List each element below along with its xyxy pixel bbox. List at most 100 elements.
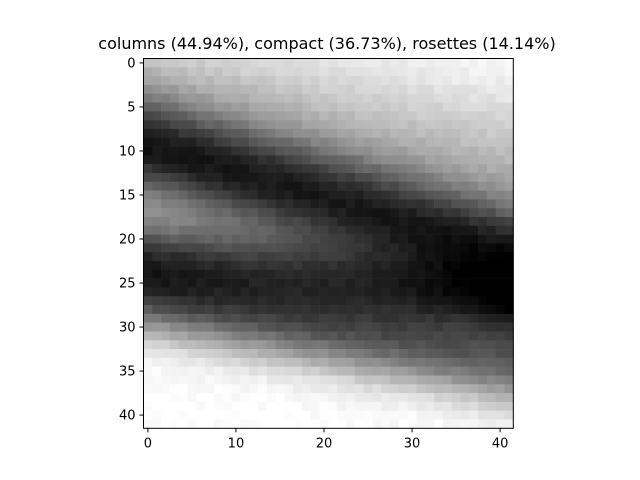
heatmap-cell [169,410,180,420]
heatmap-cell [161,357,171,367]
heatmap-cell [169,305,180,315]
heatmap-cell [495,208,505,218]
heatmap-cell [363,76,373,86]
heatmap-cell [434,199,444,209]
heatmap-cell [231,58,241,68]
heatmap-cell [249,366,259,376]
heatmap-cell [486,340,496,350]
heatmap-cell [486,84,496,95]
heatmap-cell [425,102,435,112]
heatmap-cell [196,384,206,394]
heatmap-cell [346,164,356,174]
heatmap-cell [161,287,171,297]
heatmap-cell [205,269,215,279]
heatmap-cell [205,261,215,271]
heatmap-cell [363,137,373,147]
heatmap-cell [310,234,320,244]
heatmap-cell [284,401,294,411]
heatmap-cell [328,128,338,139]
heatmap-cell [178,349,188,359]
heatmap-cell [301,111,312,121]
heatmap-cell [425,393,435,403]
heatmap-cell [196,155,206,165]
heatmap-cell [504,120,514,130]
heatmap-cell [152,410,162,420]
heatmap-cell [284,419,294,429]
heatmap-cell [222,331,232,341]
heatmap-cell [425,313,435,323]
heatmap-cell [284,305,294,315]
heatmap-cell [222,313,232,323]
heatmap-cell [495,155,505,165]
heatmap-cell [275,234,285,244]
heatmap-cell [301,366,312,376]
heatmap-cell [284,208,294,218]
heatmap-cell [319,225,329,235]
heatmap-cell [284,384,294,394]
heatmap-cell [196,401,206,411]
heatmap-cell [161,128,171,139]
heatmap-cell [275,331,285,341]
heatmap-cell [390,410,400,420]
heatmap-cell [169,331,180,341]
heatmap-cell [434,208,444,218]
heatmap-cell [372,111,382,121]
heatmap-cell [275,58,285,68]
heatmap-cell [240,252,250,262]
heatmap-cell [390,340,400,350]
heatmap-cell [240,155,250,165]
heatmap-cell [205,322,215,332]
heatmap-cell [398,261,408,271]
heatmap-cell [372,393,382,403]
heatmap-cell [240,164,250,174]
heatmap-cell [354,410,364,420]
heatmap-cell [196,261,206,271]
heatmap-cell [469,375,479,385]
heatmap-cell [398,296,408,306]
heatmap-cell [363,146,373,156]
heatmap-cell [363,58,373,68]
heatmap-cell [249,146,259,156]
heatmap-cell [381,313,391,323]
heatmap-cell [169,243,180,253]
heatmap-cell [222,84,232,95]
heatmap-cell [187,357,197,367]
heatmap-cell [213,111,224,121]
heatmap-cell [504,278,514,288]
heatmap-cell [486,401,496,411]
heatmap-cell [328,190,338,200]
heatmap-cell [478,137,488,147]
heatmap-cell [169,146,180,156]
heatmap-cell [301,172,312,183]
heatmap-cell [187,384,197,394]
heatmap-cell [460,384,470,394]
heatmap-cell [407,146,417,156]
heatmap-cell [284,313,294,323]
heatmap-cell [398,128,408,139]
heatmap-cell [319,287,329,297]
heatmap-cell [187,366,197,376]
heatmap-cell [363,296,373,306]
heatmap-cell [451,366,461,376]
heatmap-cell [346,216,356,227]
heatmap-cell [434,102,444,112]
heatmap-cell [416,401,426,411]
heatmap-cell [469,322,479,332]
heatmap-cell [275,137,285,147]
heatmap-cell [407,322,417,332]
heatmap-cell [301,216,312,227]
heatmap-cell [275,269,285,279]
heatmap-cell [407,128,417,139]
heatmap-cell [284,331,294,341]
heatmap-cell [178,419,188,429]
heatmap-cell [337,243,347,253]
heatmap-cell [310,146,320,156]
heatmap-cell [249,111,259,121]
heatmap-cell [416,261,426,271]
heatmap-cell [381,261,391,271]
heatmap-cell [222,261,232,271]
heatmap-cell [249,252,259,262]
heatmap-cell [257,199,268,209]
heatmap-cell [363,190,373,200]
heatmap-cell [398,216,408,227]
